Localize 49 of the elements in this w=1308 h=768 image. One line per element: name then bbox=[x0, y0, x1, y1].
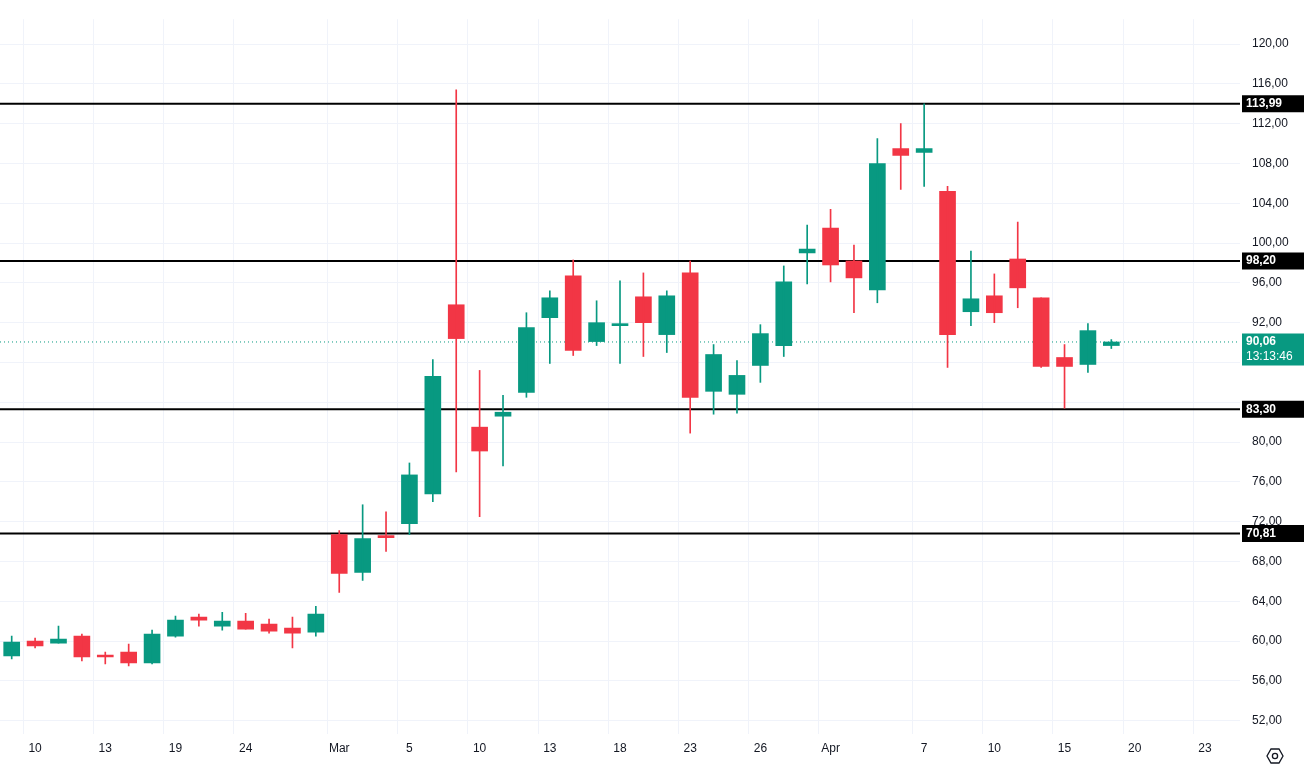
candlestick bbox=[681, 260, 699, 434]
y-tick-label: 68,00 bbox=[1252, 553, 1283, 568]
y-tick-label: 116,00 bbox=[1252, 76, 1289, 91]
x-tick-label: Apr bbox=[821, 741, 840, 756]
x-tick-label: 10 bbox=[987, 741, 1002, 756]
candlestick bbox=[447, 89, 465, 473]
y-tick-label: 76,00 bbox=[1252, 474, 1283, 489]
x-tick-label: 20 bbox=[1128, 741, 1142, 756]
y-tick-label: 108,00 bbox=[1252, 155, 1290, 170]
x-tick-label: 5 bbox=[406, 741, 414, 756]
y-tick-label: 120,00 bbox=[1252, 36, 1290, 51]
candlestick bbox=[611, 280, 629, 364]
y-tick-label: 96,00 bbox=[1252, 275, 1283, 290]
y-tick-label: 56,00 bbox=[1252, 673, 1283, 688]
x-tick-label: 26 bbox=[753, 741, 768, 756]
candlestick bbox=[564, 259, 582, 356]
x-tick-label: 13 bbox=[543, 741, 557, 756]
ref-line-label: 90,06 bbox=[1246, 334, 1277, 349]
candlestick bbox=[892, 123, 910, 190]
y-tick-label: 60,00 bbox=[1252, 633, 1283, 648]
y-tick-label: 100,00 bbox=[1252, 235, 1290, 250]
y-tick-label: 64,00 bbox=[1252, 593, 1283, 608]
y-tick-label: 72,00 bbox=[1252, 513, 1283, 528]
x-tick-label: 24 bbox=[238, 741, 253, 756]
candlestick bbox=[377, 511, 395, 552]
x-tick-label: 19 bbox=[168, 741, 183, 756]
x-tick-label: 10 bbox=[28, 741, 43, 756]
x-tick-label: Mar bbox=[328, 741, 350, 756]
text: 13:13:46 bbox=[1246, 349, 1294, 364]
x-tick-label: 10 bbox=[472, 741, 487, 756]
x-tick-label: 7 bbox=[920, 741, 928, 756]
candlestick bbox=[330, 530, 348, 593]
x-tick-label: 15 bbox=[1057, 741, 1072, 756]
ref-line-label: 113,99 bbox=[1246, 96, 1283, 111]
y-tick-label: 92,00 bbox=[1252, 314, 1283, 329]
candlestick bbox=[190, 613, 208, 627]
ref-line-label: 70,81 bbox=[1246, 525, 1277, 540]
candlestick bbox=[915, 103, 933, 187]
x-tick-label: 23 bbox=[683, 741, 698, 756]
y-tick-label: 52,00 bbox=[1252, 712, 1283, 727]
x-tick-label: 13 bbox=[98, 741, 113, 756]
candlestick bbox=[494, 394, 512, 467]
ref-line-label: 83,30 bbox=[1246, 401, 1277, 416]
ref-line-label: 98,20 bbox=[1246, 253, 1277, 268]
x-tick-label: 23 bbox=[1198, 741, 1212, 756]
y-tick-label: 104,00 bbox=[1252, 195, 1290, 210]
x-tick-label: 18 bbox=[613, 741, 627, 756]
y-tick-label: 112,00 bbox=[1252, 115, 1289, 130]
y-tick-label: 80,00 bbox=[1252, 434, 1283, 449]
